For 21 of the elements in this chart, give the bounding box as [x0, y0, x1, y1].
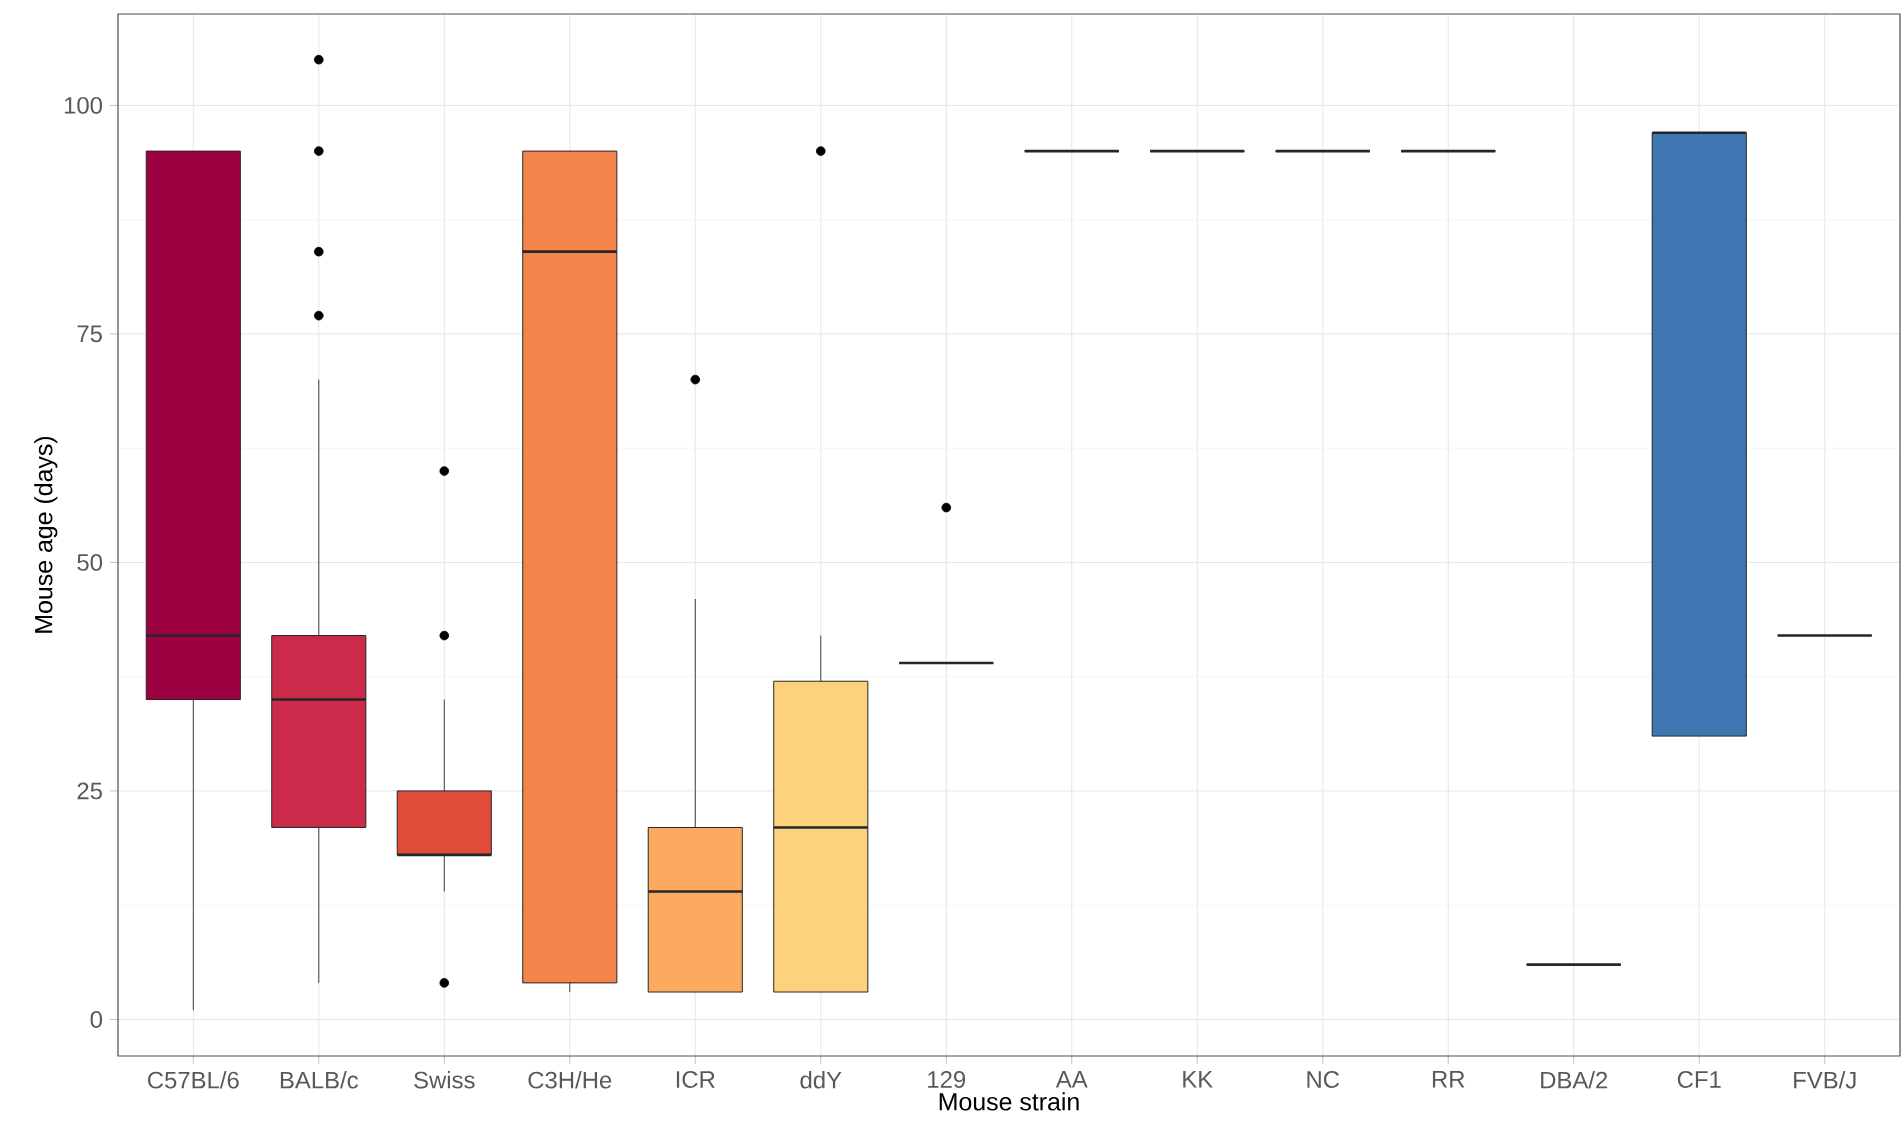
x-tick-label: DBA/2 [1541, 1071, 1608, 1089]
y-tick-label: 75 [77, 325, 102, 343]
x-tick-label: NC [1307, 1071, 1340, 1088]
x-tick-label: RR [1432, 1071, 1465, 1088]
y-tick-label: 25 [77, 782, 102, 800]
x-tick-label: CF1 [1677, 1071, 1721, 1088]
y-tick-label: 100 [64, 96, 103, 114]
x-tick-label: AA [1055, 1071, 1088, 1088]
x-tick-label: 129 [928, 1071, 966, 1088]
x-tick-label: BALB/c [280, 1071, 359, 1089]
x-tick-label: ddY [800, 1071, 842, 1089]
x-tick-label: C3H/He [528, 1071, 612, 1089]
y-axis-title: Mouse age (days) [34, 436, 58, 633]
x-tick-label: KK [1183, 1071, 1213, 1088]
x-tick-label: ICR [676, 1071, 715, 1088]
y-tick-label: 50 [77, 553, 103, 571]
x-tick-label: Swiss [414, 1071, 475, 1089]
y-tick-label: 0 [90, 1010, 103, 1028]
x-tick-label: C57BL/6 [147, 1071, 239, 1089]
x-axis-title: Mouse strain [939, 1092, 1079, 1111]
x-tick-label: FVB/J [1794, 1071, 1856, 1089]
